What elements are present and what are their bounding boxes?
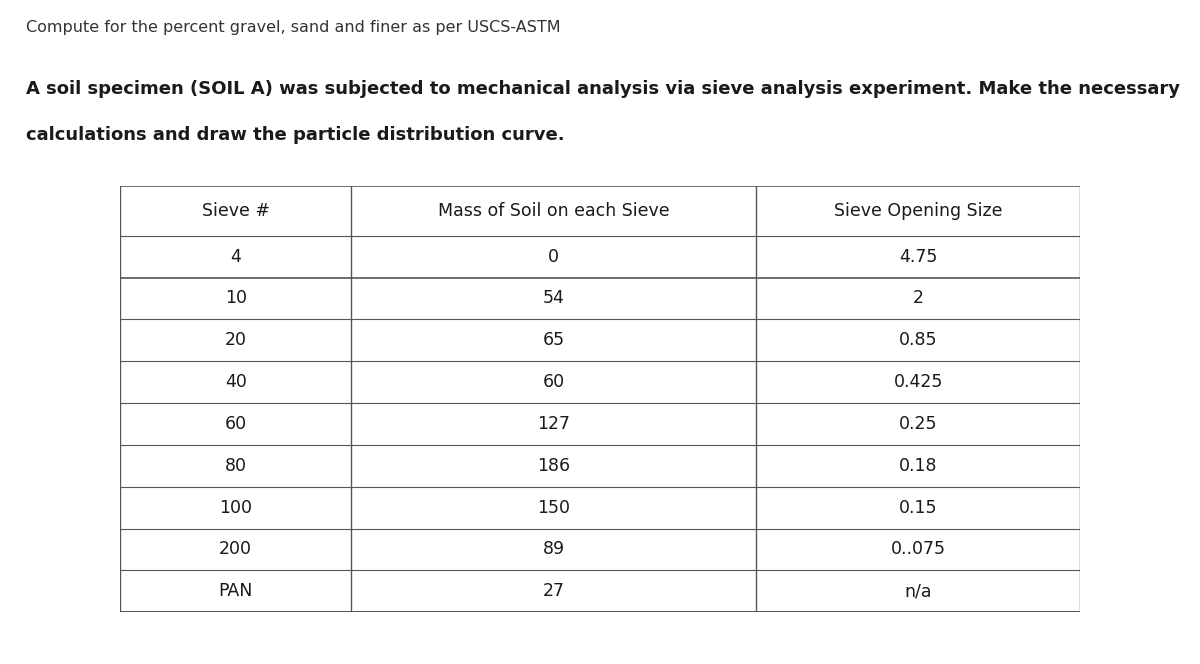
Text: Sieve Opening Size: Sieve Opening Size [834, 202, 1002, 220]
Text: Compute for the percent gravel, sand and finer as per USCS-ASTM: Compute for the percent gravel, sand and… [26, 20, 562, 35]
Text: 80: 80 [224, 457, 247, 475]
Text: 150: 150 [538, 499, 570, 517]
Text: calculations and draw the particle distribution curve.: calculations and draw the particle distr… [26, 126, 565, 144]
Text: 40: 40 [224, 373, 247, 391]
Text: 0.25: 0.25 [899, 415, 937, 433]
Text: 127: 127 [538, 415, 570, 433]
Text: 0.18: 0.18 [899, 457, 937, 475]
Text: 0.85: 0.85 [899, 331, 937, 349]
Text: 20: 20 [224, 331, 247, 349]
Text: 10: 10 [224, 290, 247, 307]
Text: 60: 60 [542, 373, 565, 391]
Text: 4.75: 4.75 [899, 248, 937, 266]
Text: n/a: n/a [905, 582, 932, 600]
Text: A soil specimen (SOIL A) was subjected to mechanical analysis via sieve analysis: A soil specimen (SOIL A) was subjected t… [26, 80, 1181, 98]
Text: 89: 89 [542, 540, 565, 558]
Text: PAN: PAN [218, 582, 253, 600]
Text: 186: 186 [538, 457, 570, 475]
Text: 2: 2 [912, 290, 924, 307]
Text: Sieve #: Sieve # [202, 202, 270, 220]
Text: 100: 100 [220, 499, 252, 517]
Text: 54: 54 [542, 290, 565, 307]
Text: 27: 27 [542, 582, 565, 600]
Text: 0.15: 0.15 [899, 499, 937, 517]
Text: 200: 200 [220, 540, 252, 558]
Text: Mass of Soil on each Sieve: Mass of Soil on each Sieve [438, 202, 670, 220]
Text: 4: 4 [230, 248, 241, 266]
Text: 0..075: 0..075 [890, 540, 946, 558]
Text: 0.425: 0.425 [893, 373, 943, 391]
Text: 0: 0 [548, 248, 559, 266]
Text: 65: 65 [542, 331, 565, 349]
Text: 60: 60 [224, 415, 247, 433]
